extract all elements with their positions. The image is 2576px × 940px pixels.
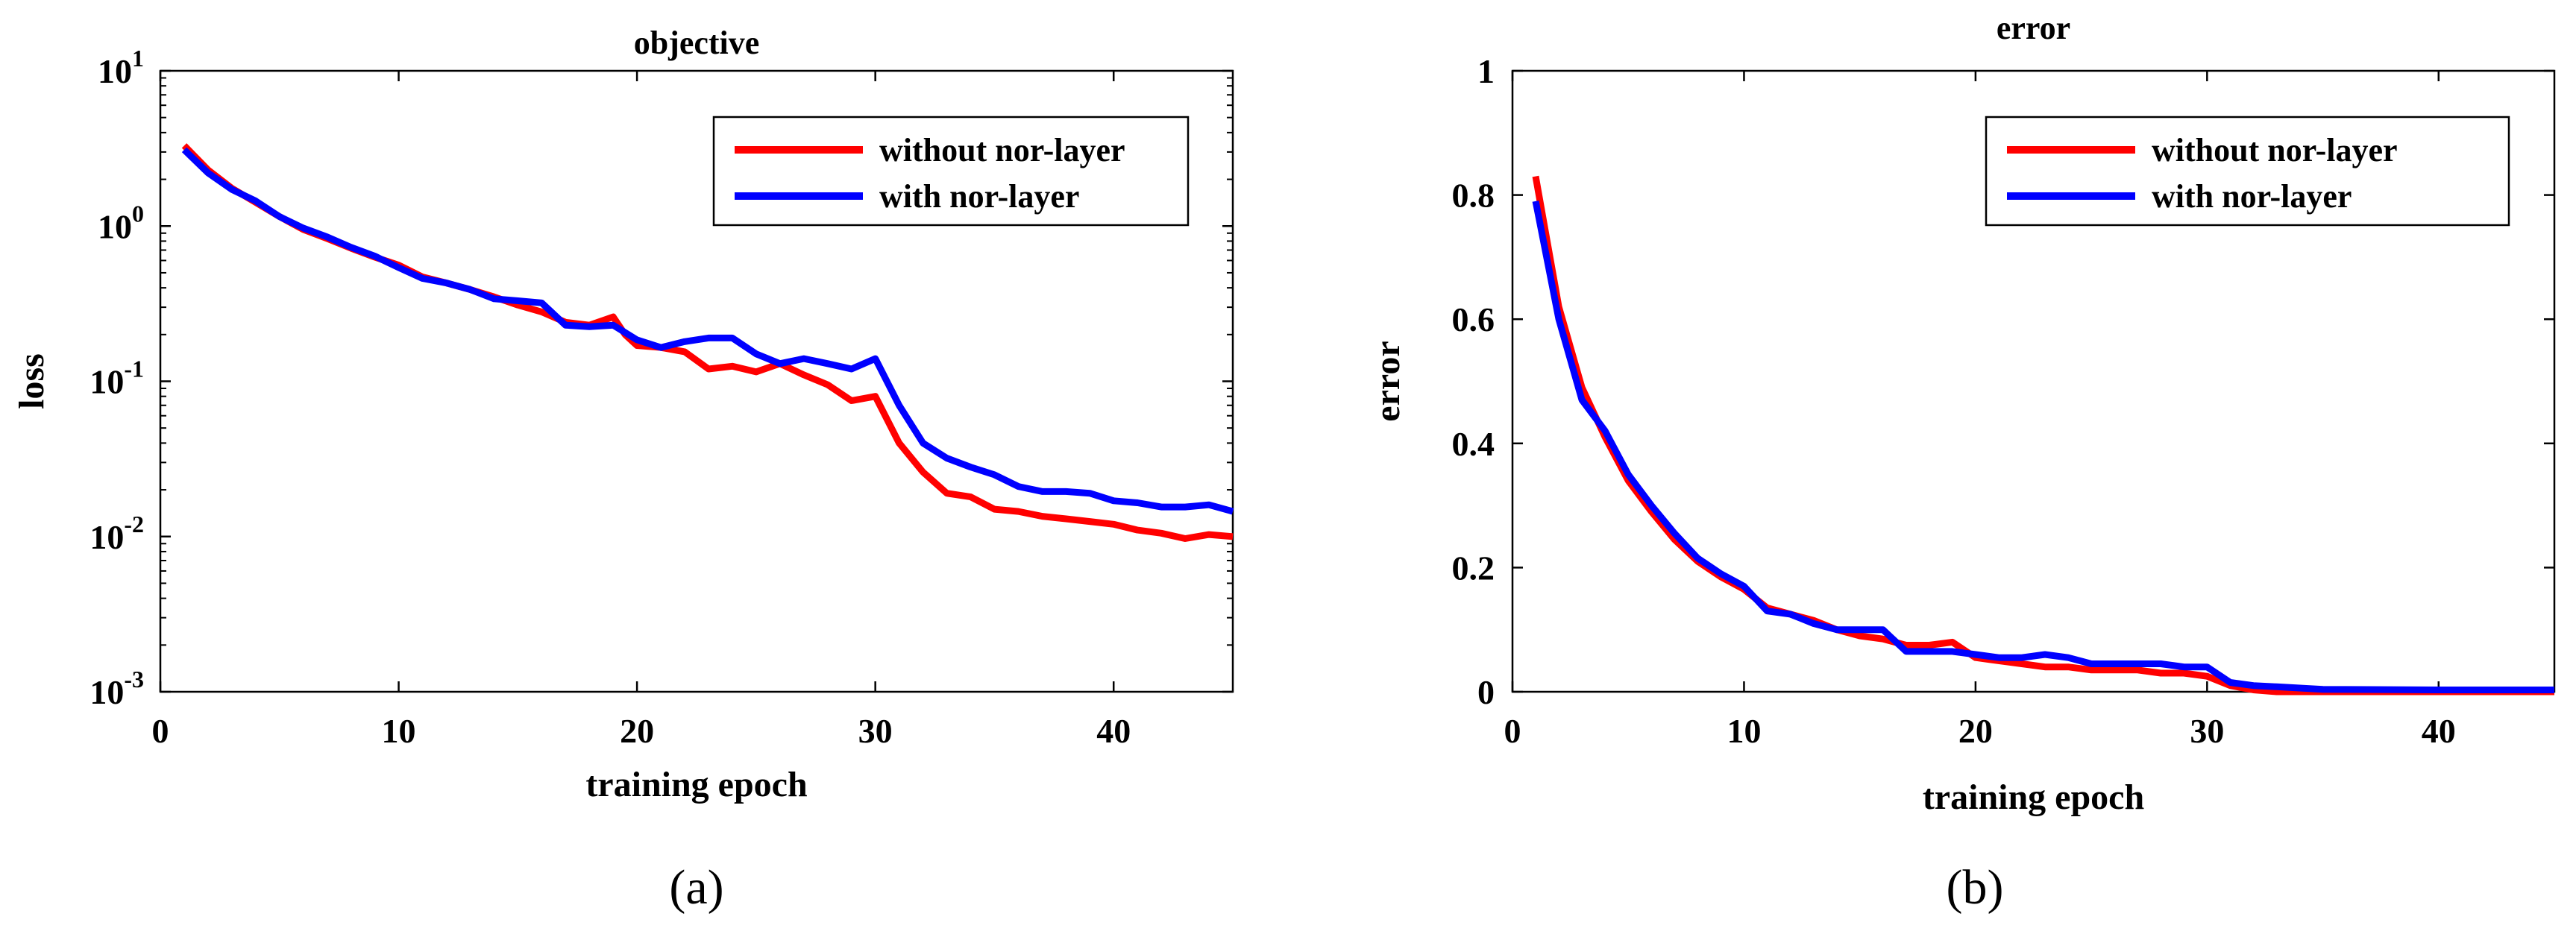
y-tick-label: 0.8	[1452, 177, 1495, 215]
y-tick-label: 100	[98, 200, 144, 245]
y-tick-label: 0.2	[1452, 549, 1495, 587]
legend-box	[712, 116, 1190, 227]
x-tick-label: 20	[1958, 712, 1993, 750]
y-tick-label: 10-2	[89, 511, 144, 556]
y-axis-label: loss	[12, 353, 51, 409]
x-axis-label: training epoch	[1923, 777, 2144, 817]
series-line	[181, 147, 1234, 515]
x-tick-label: 20	[620, 712, 654, 750]
x-tick-label: 10	[382, 712, 416, 750]
chart-objective: 0 10 20 30 40 101 100 10-1 10-2 10-3 objective trai…	[12, 25, 1234, 915]
x-tick-label: 0	[152, 712, 169, 750]
x-tick-label: 40	[2422, 712, 2456, 750]
x-tick-label: 40	[1096, 712, 1131, 750]
chart-title: error	[1997, 10, 2070, 46]
y-tick-label: 1	[1477, 52, 1495, 90]
x-tick-label: 30	[858, 712, 893, 750]
y-tick-label: 0.4	[1452, 425, 1495, 463]
legend-label: with nor-layer	[2152, 178, 2352, 215]
y-axis-label: error	[1368, 341, 1407, 421]
panel-label: (a)	[669, 860, 723, 915]
legend-label: without nor-layer	[879, 132, 1125, 168]
panel-label: (b)	[1947, 860, 2004, 915]
legend-label: with nor-layer	[879, 178, 1079, 215]
x-tick-label: 30	[2190, 712, 2224, 750]
x-axis-label: training epoch	[585, 765, 807, 804]
legend-label: without nor-layer	[2152, 132, 2398, 168]
chart-title: objective	[634, 25, 760, 61]
legend-box	[1985, 116, 2510, 227]
x-tick-label: 10	[1727, 712, 1761, 750]
x-tick-label: 0	[1504, 712, 1521, 750]
y-tick-label: 0	[1477, 673, 1495, 711]
y-tick-label: 101	[98, 45, 144, 90]
series-line	[1532, 201, 2554, 693]
chart-error: 0 10 20 30 40 0 0.2 0.4 0.6 0.8 1 error training epo…	[1368, 10, 2556, 915]
y-tick-label: 10-1	[89, 356, 144, 401]
y-tick-label: 0.6	[1452, 300, 1495, 338]
y-tick-label: 10-3	[89, 666, 144, 711]
